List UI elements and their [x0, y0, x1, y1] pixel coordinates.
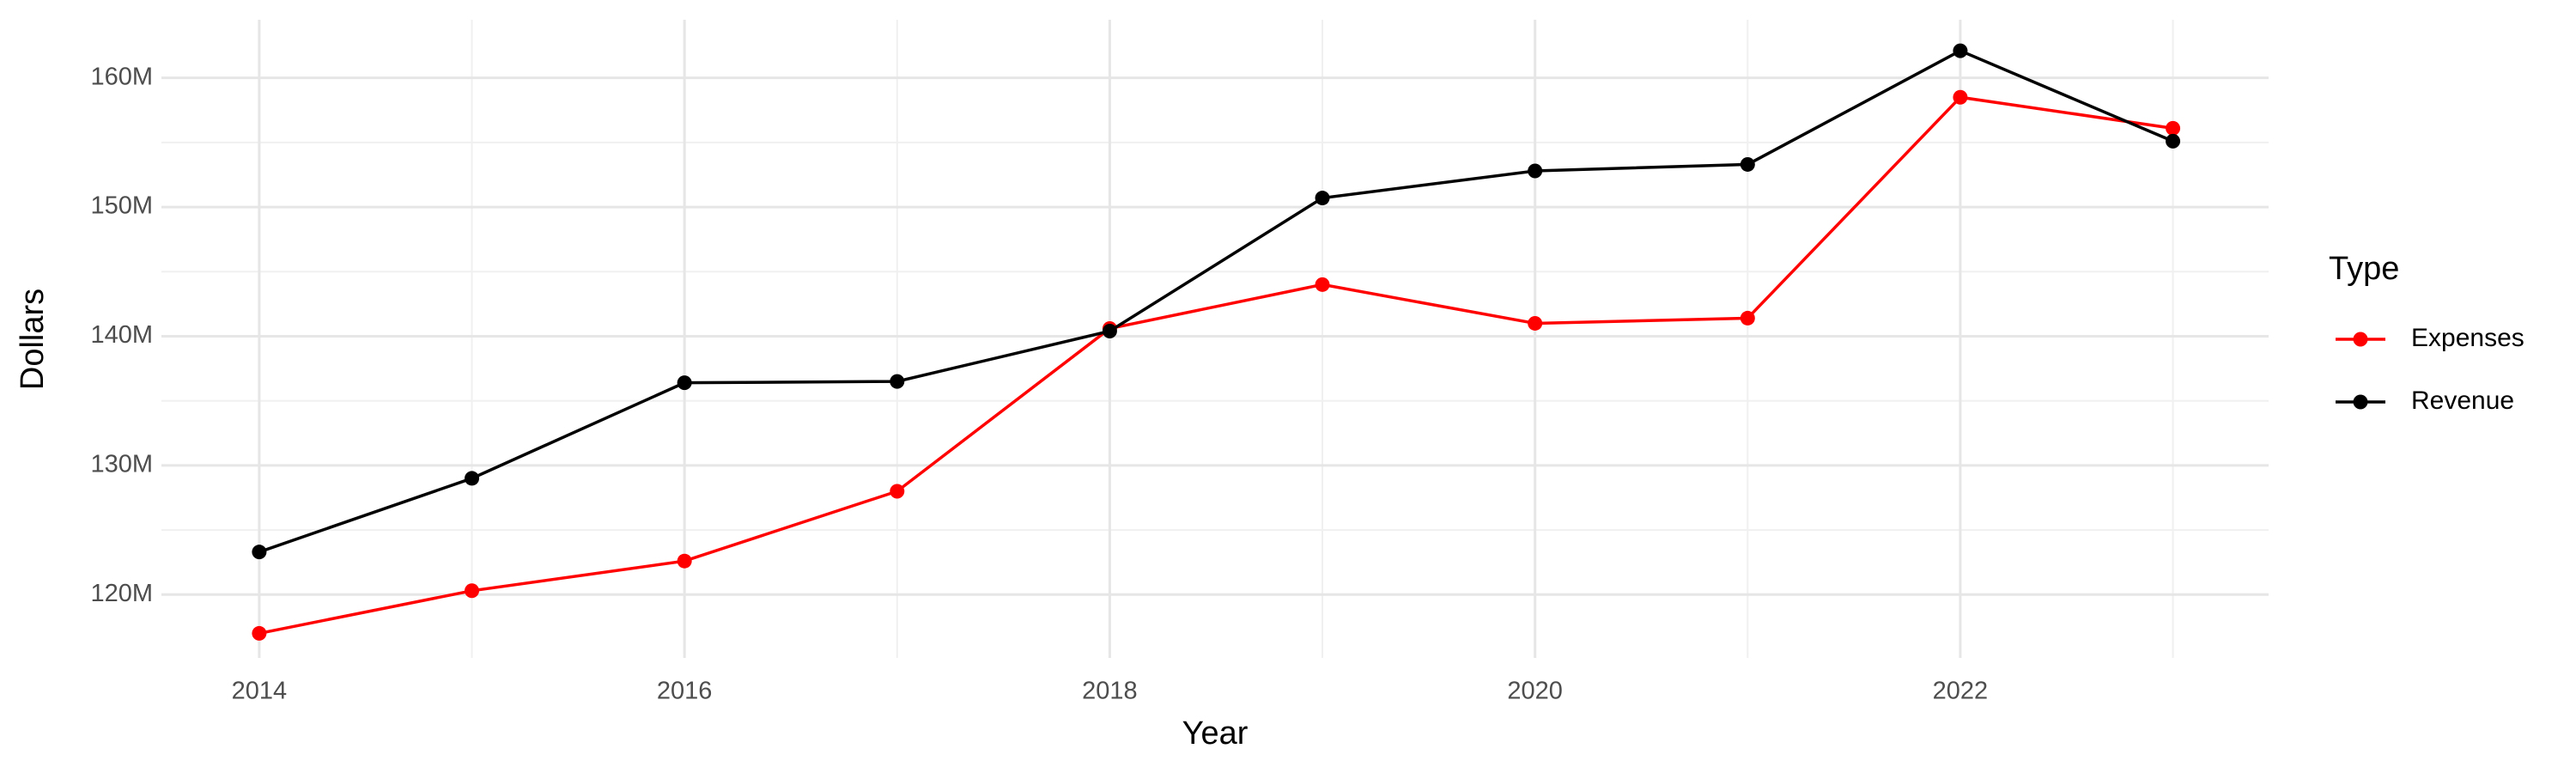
data-point	[1315, 277, 1330, 292]
legend-key-point	[2353, 394, 2368, 410]
data-point	[890, 484, 905, 499]
data-point	[1528, 315, 1543, 331]
y-axis-title: Dollars	[15, 289, 51, 390]
data-point	[890, 374, 905, 389]
legend-key-point	[2353, 332, 2368, 347]
data-point	[465, 471, 480, 486]
data-point	[1740, 156, 1755, 172]
data-point	[1528, 163, 1543, 179]
y-tick-label: 120M	[90, 580, 153, 607]
data-point	[1315, 191, 1330, 206]
data-point	[252, 625, 267, 641]
x-axis-title: Year	[1182, 715, 1249, 752]
legend-label: Revenue	[2411, 386, 2514, 415]
y-tick-label: 150M	[90, 192, 153, 220]
y-tick-label: 130M	[90, 451, 153, 478]
legend-label: Expenses	[2411, 324, 2524, 352]
x-tick-label: 2014	[232, 678, 288, 705]
series-line	[258, 95, 2173, 636]
data-point	[465, 583, 480, 599]
data-point	[1740, 310, 1755, 326]
y-tick-label: 140M	[90, 321, 153, 349]
data-point	[1953, 43, 1968, 58]
x-tick-label: 2016	[657, 678, 713, 705]
y-tick-label: 160M	[90, 63, 153, 90]
data-point	[252, 545, 267, 560]
data-point	[677, 375, 692, 391]
data-point	[2166, 120, 2181, 136]
data-point	[1953, 89, 1968, 105]
legend-title: Type	[2329, 251, 2399, 287]
x-tick-label: 2020	[1507, 678, 1563, 705]
data-point	[677, 553, 692, 569]
data-point	[1102, 323, 1117, 338]
series-line	[258, 49, 2174, 554]
x-tick-label: 2022	[1933, 678, 1989, 705]
data-point	[2166, 133, 2181, 149]
x-tick-label: 2018	[1082, 678, 1138, 705]
